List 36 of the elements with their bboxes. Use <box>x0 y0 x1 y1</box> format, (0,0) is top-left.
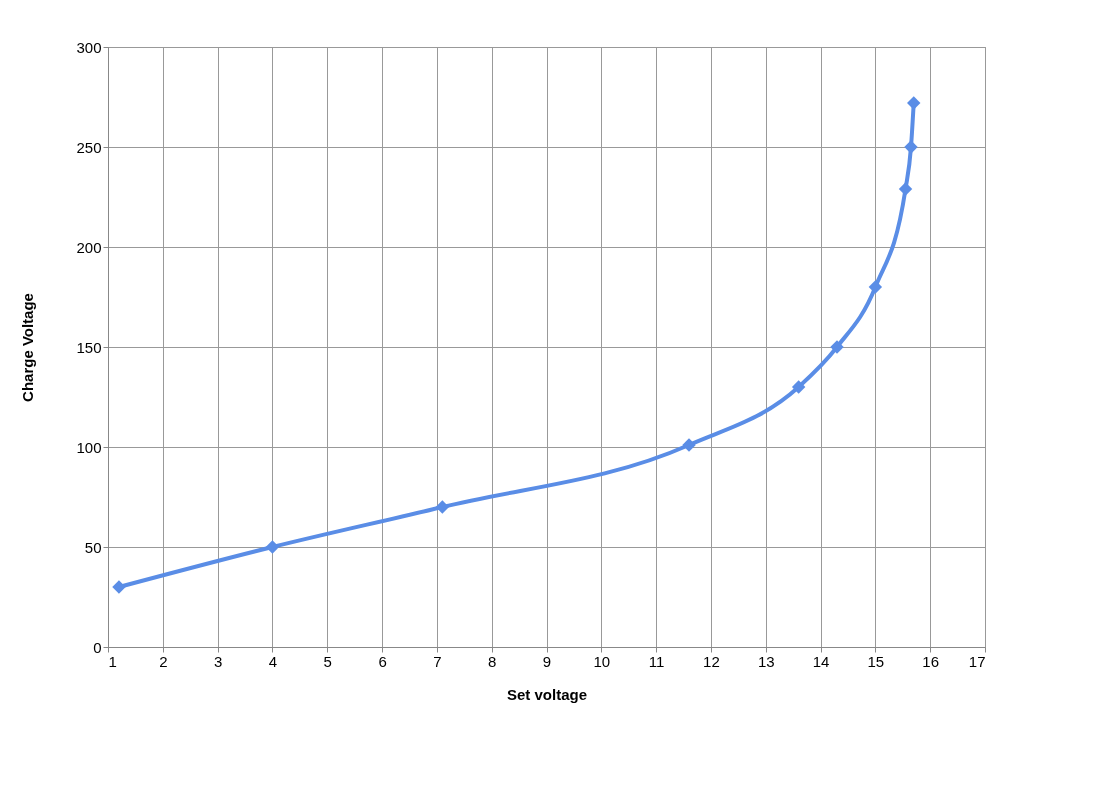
point <box>904 140 918 154</box>
x-tick-label: 8 <box>488 652 497 670</box>
x-tick-label: 16 <box>922 652 940 670</box>
y-tick-label: 100 <box>76 438 102 456</box>
x-tick-label: 1 <box>108 652 117 670</box>
point <box>682 438 696 452</box>
point <box>112 580 126 594</box>
x-tick-label: 13 <box>757 652 775 670</box>
x-tick-label: 17 <box>968 652 986 670</box>
x-tick-label: 6 <box>378 652 387 670</box>
point <box>830 340 844 354</box>
x-tick-label: 2 <box>159 652 168 670</box>
y-tick-label: 50 <box>84 538 102 556</box>
point <box>868 280 883 294</box>
x-tick-label: 4 <box>268 652 278 670</box>
x-tick-label: 12 <box>703 652 720 670</box>
x-axis-title: Set voltage <box>506 685 588 703</box>
point <box>435 500 450 514</box>
x-tick-label: 15 <box>867 652 885 670</box>
point <box>791 380 806 394</box>
y-tick-label: 300 <box>76 38 102 56</box>
y-tick-label: 0 <box>93 638 102 656</box>
x-tick-label: 11 <box>648 652 665 670</box>
x-tick-label: 5 <box>323 652 332 670</box>
y-tick-label: 200 <box>76 238 102 256</box>
x-tick-label: 9 <box>542 652 552 670</box>
x-tick-label: 10 <box>593 652 611 670</box>
x-tick-label: 14 <box>812 652 830 670</box>
y-axis-title: Charge Voltage <box>19 293 37 402</box>
point <box>265 540 280 554</box>
y-tick-label: 150 <box>76 338 102 356</box>
x-tick-label: 7 <box>433 652 442 670</box>
point <box>907 96 921 110</box>
y-tick-label: 250 <box>76 138 102 156</box>
x-tick-label: 3 <box>213 652 223 670</box>
point <box>898 182 913 196</box>
